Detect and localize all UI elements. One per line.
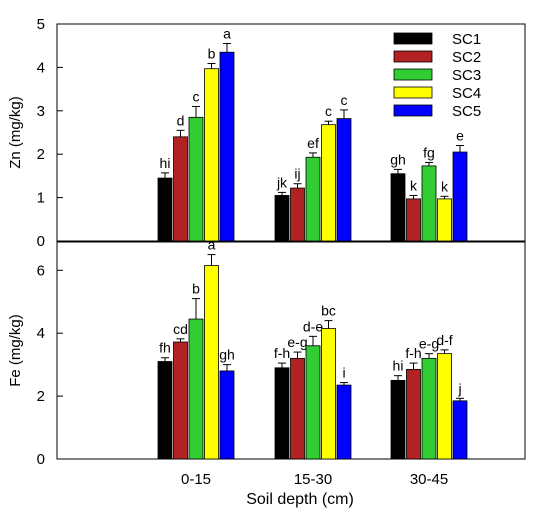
zn-significance-letter: fg <box>423 144 435 160</box>
fe-y-tick-label: 0 <box>37 451 45 468</box>
fe-bar-sc5 <box>336 384 352 460</box>
fe-y-axis-title: Fe (mg/kg) <box>7 314 24 387</box>
fe-significance-letter: fh <box>159 340 171 356</box>
zn-significance-letter: hi <box>160 155 171 171</box>
x-axis-title: Soil depth (cm) <box>246 491 354 508</box>
fe-bar-sc4 <box>437 353 452 460</box>
fe-bar-sc1 <box>390 379 406 460</box>
zn-y-tick-label: 5 <box>37 16 45 33</box>
zn-y-axis-title: Zn (mg/kg) <box>7 96 24 169</box>
zn-y-tick-label: 0 <box>37 233 45 250</box>
zn-bar-sc1 <box>274 195 290 242</box>
legend-swatch-sc3 <box>393 68 433 81</box>
fe-bar-sc1 <box>157 361 173 460</box>
zn-bar-sc5 <box>452 151 468 242</box>
zn-bar-sc2 <box>173 136 188 242</box>
fe-significance-letter: e-g <box>287 334 307 350</box>
fe-bar-sc4 <box>321 328 336 460</box>
fe-significance-letter: f-h <box>405 345 421 361</box>
x-tick-label: 30-45 <box>410 471 448 488</box>
fe-y-tick-label: 6 <box>37 262 45 279</box>
zn-bar-sc3 <box>305 156 321 242</box>
fe-bar-sc3 <box>188 318 204 460</box>
fe-y-tick-label: 4 <box>37 325 45 342</box>
fe-bar-sc2 <box>290 357 305 460</box>
zn-bar-sc1 <box>157 177 173 242</box>
zn-bar-sc3 <box>421 165 437 242</box>
fe-significance-letter: e-g <box>419 336 439 352</box>
zn-significance-letter: c <box>325 103 332 119</box>
zn-bar-sc4 <box>437 198 452 242</box>
zn-significance-letter: jk <box>276 174 288 190</box>
legend-swatch-sc2 <box>393 50 433 63</box>
fe-y-tick-label: 2 <box>37 388 45 405</box>
fe-significance-letter: d-f <box>436 332 452 348</box>
zn-significance-letter: c <box>193 88 200 104</box>
fe-significance-letter: f-h <box>274 345 290 361</box>
fe-bar-sc2 <box>406 368 421 460</box>
zn-significance-letter: b <box>208 45 216 61</box>
zn-bar-sc2 <box>290 187 305 242</box>
zn-significance-letter: ef <box>307 135 319 151</box>
legend-swatch-sc4 <box>393 86 433 99</box>
zn-significance-letter: c <box>341 92 348 108</box>
fe-significance-letter: b <box>192 281 200 297</box>
legend-label-sc4: SC4 <box>452 85 481 102</box>
fe-significance-letter: d-e <box>303 318 323 334</box>
x-tick-label: 0-15 <box>181 471 211 488</box>
zn-significance-letter: ij <box>294 166 300 182</box>
fe-significance-letter: hi <box>393 358 404 374</box>
legend-label-sc5: SC5 <box>452 103 481 120</box>
fe-bar-sc5 <box>219 370 235 460</box>
zn-significance-letter: a <box>223 26 231 42</box>
zn-bar-sc4 <box>321 124 336 242</box>
zn-y-tick-label: 1 <box>37 190 45 207</box>
fe-significance-letter: gh <box>219 347 235 363</box>
zn-y-tick-label: 3 <box>37 103 45 120</box>
fe-significance-letter: a <box>208 237 216 253</box>
zn-bar-sc5 <box>219 51 235 242</box>
legend-swatch-sc5 <box>393 104 433 117</box>
zn-significance-letter: gh <box>390 151 406 167</box>
legend-label-sc3: SC3 <box>452 67 481 84</box>
legend-label-sc1: SC1 <box>452 31 481 48</box>
legend-label-sc2: SC2 <box>452 49 481 66</box>
zn-bar-sc5 <box>336 118 352 242</box>
fe-significance-letter: i <box>342 365 345 381</box>
zn-significance-letter: d <box>177 112 185 128</box>
fe-significance-letter: bc <box>321 303 336 319</box>
zn-bar-sc1 <box>390 173 406 242</box>
fe-bar-sc3 <box>421 357 437 460</box>
zn-bar-sc4 <box>204 68 219 242</box>
fe-bar-sc5 <box>452 400 468 460</box>
zn-significance-letter: k <box>410 177 418 193</box>
x-tick-label: 15-30 <box>294 471 332 488</box>
zn-significance-letter: k <box>441 178 449 194</box>
zn-bar-sc2 <box>406 198 421 242</box>
zn-y-tick-label: 2 <box>37 146 45 163</box>
fe-bar-sc4 <box>204 265 219 460</box>
fe-bar-sc3 <box>305 345 321 460</box>
fe-significance-letter: j <box>457 380 461 396</box>
zn-bar-sc3 <box>188 116 204 242</box>
zn-significance-letter: e <box>456 128 464 144</box>
legend-swatch-sc1 <box>393 32 433 45</box>
fe-bar-sc1 <box>274 367 290 460</box>
zn-y-tick-label: 4 <box>37 59 45 76</box>
fe-significance-letter: cd <box>173 321 188 337</box>
fe-bar-sc2 <box>173 341 188 460</box>
